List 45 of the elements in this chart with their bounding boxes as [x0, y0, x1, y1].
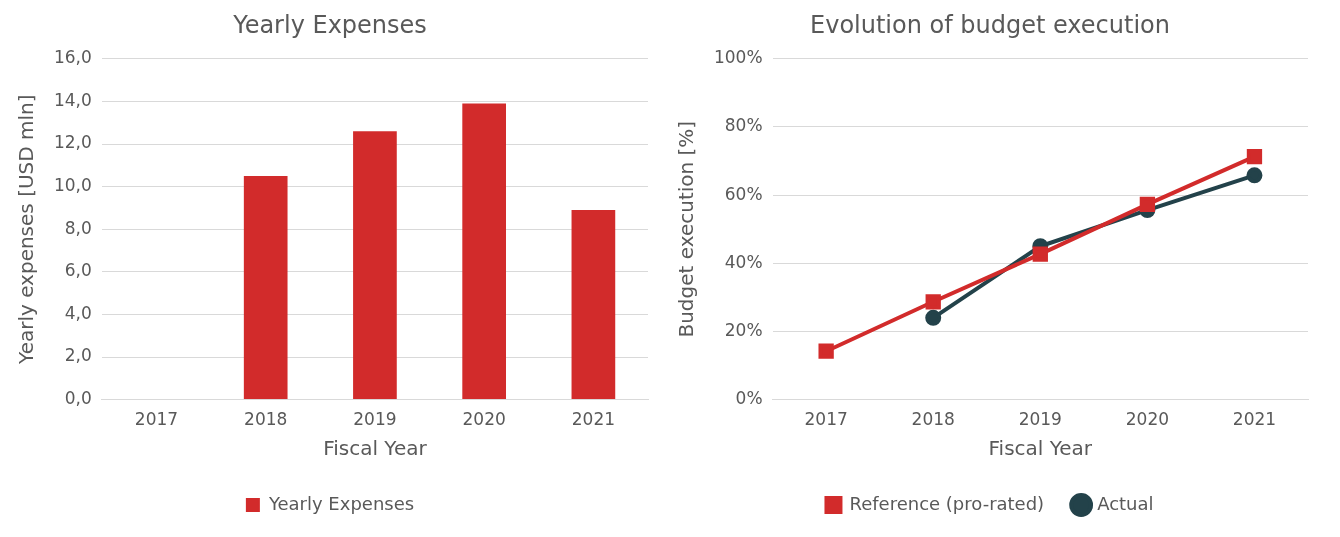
y-tick-label: 2,0 [64, 345, 92, 366]
y-tick-label: 60% [724, 183, 763, 204]
y-tick-label: 0,0 [64, 388, 92, 409]
x-tick-label: 2019 [353, 409, 397, 430]
legend-label: Yearly Expenses [267, 492, 415, 514]
point [925, 309, 942, 326]
y-tick-label: 12,0 [53, 132, 92, 153]
x-tick-label: 2017 [134, 409, 179, 430]
legend-label: Actual [1097, 492, 1154, 514]
point [1032, 246, 1048, 262]
y-tick-label: 20% [724, 319, 763, 340]
y-axis-title: Budget execution [%] [674, 120, 699, 338]
point [1246, 148, 1263, 165]
y-tick-label: 80% [724, 115, 763, 136]
y-axis-title: Yearly expenses [USD mln] [14, 94, 39, 365]
bar [462, 103, 506, 400]
x-axis-title: Fiscal Year [988, 436, 1093, 461]
legend-label: Reference (pro-rated) [849, 492, 1045, 514]
y-tick-label: 16,0 [53, 47, 92, 68]
chart-title: Yearly Expenses [232, 10, 427, 39]
x-tick-label: 2018 [244, 409, 288, 430]
bar [243, 175, 288, 400]
y-tick-label: 100% [713, 47, 763, 68]
x-axis-title: Fiscal Year [323, 436, 428, 461]
point [1246, 167, 1263, 184]
x-tick-label: 2020 [1125, 409, 1170, 430]
y-tick-label: 8,0 [64, 217, 92, 238]
x-tick-label: 2021 [571, 409, 616, 430]
x-tick-label: 2021 [1232, 409, 1277, 430]
y-tick-label: 14,0 [53, 89, 92, 110]
y-tick-label: 0% [735, 388, 763, 409]
point [818, 343, 834, 359]
bar [353, 131, 397, 400]
chart-title: Evolution of budget execution [810, 10, 1170, 39]
x-tick-label: 2020 [462, 409, 506, 430]
y-tick-label: 40% [724, 251, 763, 272]
x-tick-label: 2019 [1018, 409, 1062, 430]
y-tick-label: 6,0 [64, 260, 92, 281]
point [925, 294, 941, 310]
bar [571, 210, 616, 400]
y-tick-label: 4,0 [64, 302, 92, 323]
x-tick-label: 2018 [911, 409, 955, 430]
y-tick-label: 10,0 [53, 175, 92, 196]
x-tick-label: 2017 [804, 409, 848, 430]
point [1139, 196, 1156, 212]
